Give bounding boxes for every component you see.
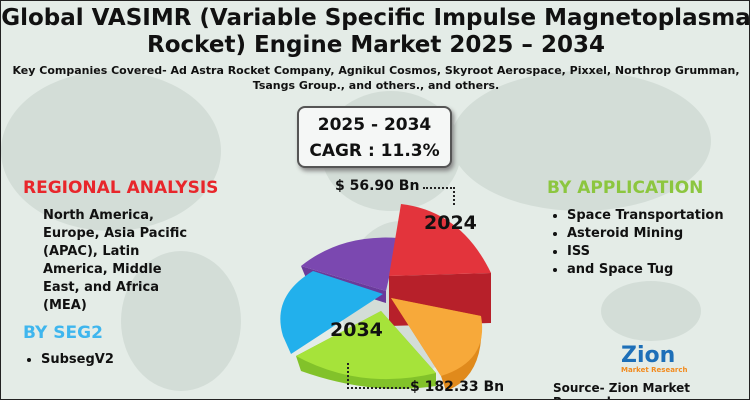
cagr-box: 2025 - 2034 CAGR : 11.3% — [297, 106, 452, 168]
application-item: and Space Tug — [567, 261, 727, 279]
zion-logo: Zion Market Research — [621, 343, 688, 375]
label-2024: 2024 — [424, 212, 477, 234]
cagr-value: CAGR : 11.3% — [309, 141, 440, 161]
arrow-2034 — [347, 363, 409, 389]
seg2-item: SubsegV2 — [41, 351, 114, 369]
value-2024: $ 56.90 Bn — [335, 178, 420, 194]
application-list: Space Transportation Asteroid Mining ISS… — [549, 207, 727, 279]
pie-slice-red-top — [389, 204, 491, 276]
seg2-heading: BY SEG2 — [23, 323, 103, 343]
application-heading: BY APPLICATION — [547, 178, 704, 198]
pie-slice-purple-top — [301, 237, 398, 291]
application-item: Space Transportation — [567, 207, 727, 225]
pie-slice-orange-top — [391, 298, 483, 376]
pie-graphic — [280, 204, 491, 391]
pie-slice-green-top — [296, 311, 436, 380]
regional-text: North America, Europe, Asia Pacific (APA… — [43, 208, 188, 313]
value-2034: $ 182.33 Bn — [410, 379, 505, 395]
source-text: Source- Zion Market Research — [553, 381, 691, 399]
key-companies: Key Companies Covered- Ad Astra Rocket C… — [12, 64, 740, 92]
seg2-list: SubsegV2 — [23, 351, 114, 369]
application-item: Asteroid Mining — [567, 225, 727, 243]
label-2034: 2034 — [330, 319, 383, 341]
regional-heading: REGIONAL ANALYSIS — [23, 178, 219, 198]
application-item: ISS — [567, 243, 727, 261]
page-title: Global VASIMR (Variable Specific Impulse… — [1, 5, 750, 58]
period: 2025 - 2034 — [317, 115, 432, 135]
arrow-2024 — [423, 187, 455, 205]
pie-slice-blue — [280, 271, 383, 354]
